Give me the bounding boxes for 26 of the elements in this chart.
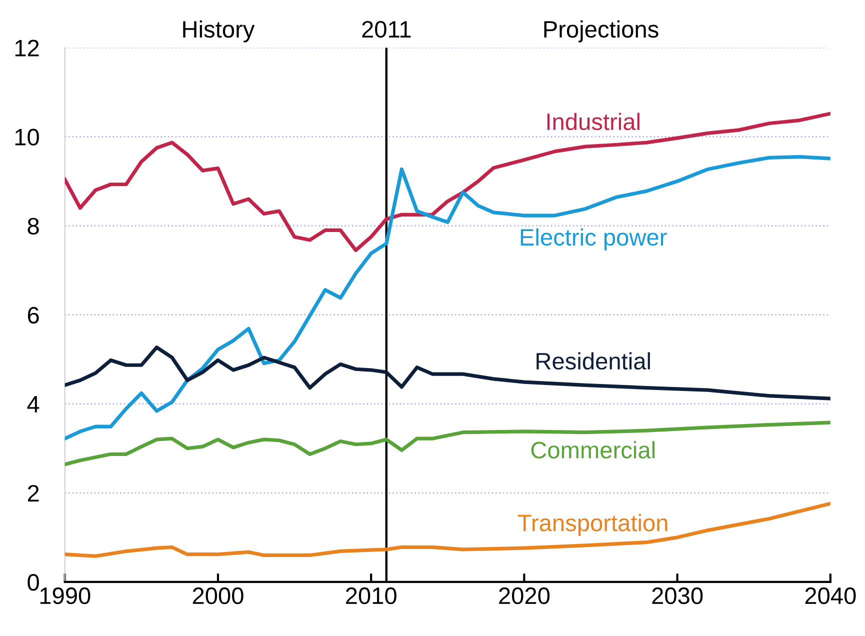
line-series: [64, 420, 830, 466]
x-tick-label: 2020: [499, 587, 550, 604]
y-tick-label: 12: [15, 40, 39, 56]
line-series: [64, 112, 830, 252]
y-tick-label: 2: [28, 484, 39, 502]
line-series: [64, 346, 830, 400]
series-label: Residential: [536, 352, 650, 370]
y-tick-label: 6: [28, 306, 39, 324]
y-tick-label: 0: [28, 574, 39, 591]
ref-line-label: 2011: [362, 20, 411, 38]
x-tick-label: 2000: [192, 587, 244, 604]
y-tick-label: 8: [28, 218, 39, 235]
series-label: Transportation: [518, 514, 668, 536]
series-label: Electric power: [520, 228, 667, 250]
x-tick-label: 2010: [346, 587, 396, 604]
x-tick-label: 2040: [805, 587, 856, 604]
x-tick-label: 2030: [652, 587, 703, 604]
series-label: Commercial: [531, 441, 654, 458]
text: Projections: [544, 20, 658, 42]
line-series: [64, 154, 830, 440]
text: History: [183, 20, 255, 42]
series-label: Industrial: [547, 112, 640, 130]
y-tick-label: 10: [15, 128, 39, 146]
y-tick-label: 4: [27, 396, 40, 412]
line-series: [64, 502, 830, 558]
x-tick-label: 1990: [40, 587, 90, 604]
